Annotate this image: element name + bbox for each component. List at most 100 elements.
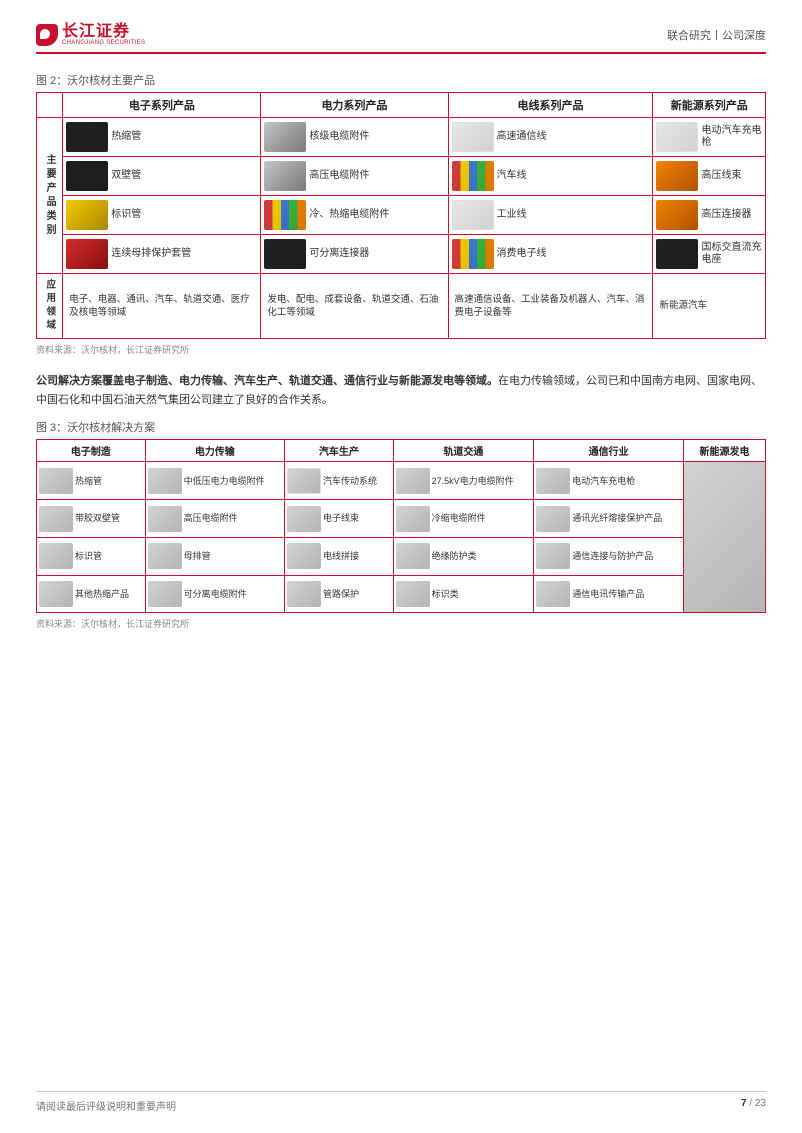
fig2-app4: 新能源汽车 [653,274,766,339]
solution-thumb [396,543,430,569]
product-thumb [264,161,306,191]
product-thumb [452,161,494,191]
solution-thumb [39,506,73,532]
product-thumb [66,200,108,230]
solution-thumb [536,581,570,607]
solution-thumb [536,543,570,569]
fig3-r2c4: 绝缘防护类 [432,551,477,561]
solution-thumb [536,468,570,494]
fig3-r1c2: 高压电缆附件 [184,513,238,523]
fig3-r2c5: 通信连接与防护产品 [572,551,653,561]
product-thumb [452,200,494,230]
fig3-r2c3: 电线拼接 [323,551,359,561]
fig2-r0c4: 电动汽车充电枪 [701,125,762,149]
header-category: 联合研究丨公司深度 [667,27,766,43]
fig2-col3: 电线系列产品 [448,93,653,118]
body-paragraph: 公司解决方案覆盖电子制造、电力传输、汽车生产、轨道交通、通信行业与新能源发电等领… [36,372,766,409]
logo-icon [36,24,58,46]
product-thumb [656,239,698,269]
fig2-r2c1: 标识管 [111,209,141,221]
fig3-r1c3: 电子线束 [323,513,359,523]
fig3-col2: 电力传输 [145,440,284,462]
solution-thumb [39,543,73,569]
fig2-col4: 新能源系列产品 [653,93,766,118]
fig2-r3c4: 国标交直流充电座 [701,242,762,266]
fig2-r1c1: 双壁管 [111,170,141,182]
fig3-col1: 电子制造 [37,440,146,462]
logo: 长江证券 CHANGJIANG SECURITIES [36,24,145,46]
product-thumb [656,200,698,230]
solution-thumb [39,581,73,607]
solution-thumb [39,468,73,494]
solution-thumb [148,581,182,607]
solution-thumb [287,581,321,607]
fig3-col6: 新能源发电 [684,440,766,462]
fig3-r0c3: 汽车传动系统 [323,476,377,486]
logo-text-en: CHANGJIANG SECURITIES [62,40,145,46]
figure3-source: 资料来源：沃尔核材，长江证券研究所 [36,617,766,630]
product-thumb [264,122,306,152]
fig3-r2c1: 标识管 [75,551,102,561]
solution-thumb [536,506,570,532]
fig3-r3c1: 其他热缩产品 [75,589,129,599]
solution-thumb [396,506,430,532]
page-header: 长江证券 CHANGJIANG SECURITIES 联合研究丨公司深度 [36,24,766,54]
fig2-r2c3: 工业线 [497,209,527,221]
logo-text-cn: 长江证券 [62,24,145,40]
fig2-r0c2: 核级电缆附件 [309,131,369,143]
fig2-app1: 电子、电器、通讯、汽车、轨道交通、医疗及核电等领域 [63,274,261,339]
figure2-source: 资料来源：沃尔核材，长江证券研究所 [36,343,766,356]
footer-disclaimer: 请阅读最后评级说明和重要声明 [36,1098,176,1113]
fig3-r3c5: 通信电讯传输产品 [572,589,644,599]
figure3-title: 图 3：沃尔核材解决方案 [36,419,766,435]
fig3-r0c1: 热缩管 [75,476,102,486]
solution-thumb [396,581,430,607]
fig2-r0c3: 高速通信线 [497,131,547,143]
fig2-app3: 高速通信设备、工业装备及机器人、汽车、消费电子设备等 [448,274,653,339]
fig3-r1c5: 通讯光纤熔接保护产品 [572,513,662,523]
solution-thumb [287,468,321,494]
product-thumb [656,122,698,152]
product-thumb [264,239,306,269]
solution-thumb [287,543,321,569]
solution-thumb [148,506,182,532]
solution-thumb [148,543,182,569]
product-thumb [264,200,306,230]
product-thumb [452,239,494,269]
figure2-title: 图 2：沃尔核材主要产品 [36,72,766,88]
fig3-col5: 通信行业 [534,440,684,462]
fig2-r2c4: 高压连接器 [701,209,751,221]
product-thumb [66,161,108,191]
fig3-r1c1: 带胶双壁管 [75,513,120,523]
fig2-r0c1: 热缩管 [111,131,141,143]
fig3-r0c5: 电动汽车充电枪 [572,476,635,486]
fig2-r2c2: 冷、热缩电缆附件 [309,209,389,221]
product-thumb [656,161,698,191]
solution-thumb [287,506,321,532]
product-thumb [452,122,494,152]
fig2-col2: 电力系列产品 [261,93,448,118]
product-thumb [66,239,108,269]
fig2-rowhead-main: 主要产品类别 [37,118,63,274]
solution-large-thumb [684,462,765,612]
fig2-app2: 发电、配电、成套设备、轨道交通、石油化工等领域 [261,274,448,339]
footer-page: 7 / 23 [741,1098,766,1113]
fig3-r3c4: 标识类 [432,589,459,599]
fig3-r3c3: 管路保护 [323,589,359,599]
fig3-r2c2: 母排管 [184,551,211,561]
fig2-r3c1: 连续母排保护套管 [111,248,191,260]
figure3-table: 电子制造 电力传输 汽车生产 轨道交通 通信行业 新能源发电 热缩管 中低压电力… [36,439,766,613]
fig3-r1c4: 冷缩电缆附件 [432,513,486,523]
fig2-r3c2: 可分离连接器 [309,248,369,260]
fig3-col4: 轨道交通 [393,440,534,462]
fig2-r1c4: 高压线束 [701,170,741,182]
para-bold: 公司解决方案覆盖电子制造、电力传输、汽车生产、轨道交通、通信行业与新能源发电等领… [36,375,498,387]
figure2-table: 电子系列产品 电力系列产品 电线系列产品 新能源系列产品 主要产品类别 热缩管 … [36,92,766,339]
solution-thumb [396,468,430,494]
fig2-r3c3: 消费电子线 [497,248,547,260]
fig3-col3: 汽车生产 [285,440,394,462]
fig2-r1c3: 汽车线 [497,170,527,182]
fig2-r1c2: 高压电缆附件 [309,170,369,182]
fig2-rowhead-app: 应用领域 [37,274,63,339]
product-thumb [66,122,108,152]
